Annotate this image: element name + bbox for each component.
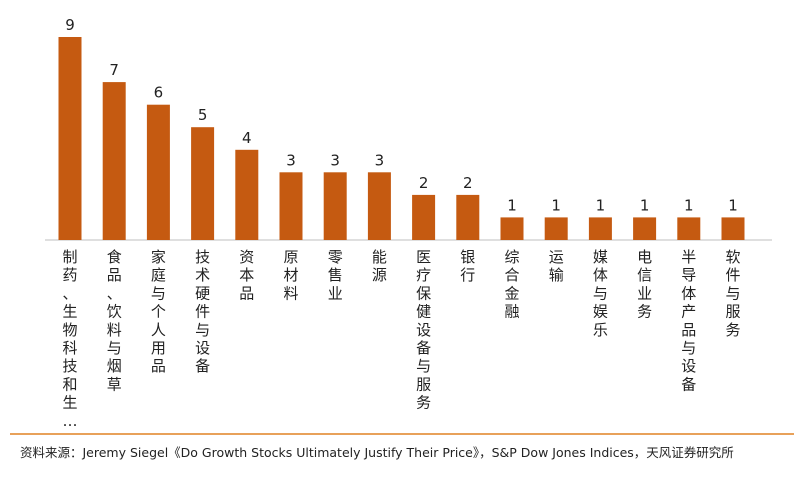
category-label-11: 运输 <box>549 248 564 284</box>
bar-6 <box>323 172 347 240</box>
value-label-15: 1 <box>728 196 738 214</box>
bar-3 <box>191 127 215 240</box>
source-divider <box>10 433 794 435</box>
value-label-12: 1 <box>596 196 606 214</box>
bar-4 <box>235 149 259 240</box>
value-label-11: 1 <box>551 196 561 214</box>
category-label-13: 电信业务 <box>637 248 652 321</box>
bar-11 <box>544 217 568 240</box>
bar-0 <box>58 37 82 240</box>
bar-10 <box>500 217 524 240</box>
category-label-15: 软件与服务 <box>725 248 740 339</box>
category-label-14: 半导体产品与设备 <box>681 248 696 393</box>
value-label-13: 1 <box>640 196 650 214</box>
category-label-1: 食品、饮料与烟草 <box>107 248 122 393</box>
category-label-12: 媒体与娱乐 <box>593 248 608 339</box>
bar-8 <box>412 194 436 240</box>
value-label-8: 2 <box>419 174 429 192</box>
category-label-9: 银行 <box>460 248 475 284</box>
value-label-5: 3 <box>286 151 296 169</box>
bar-1 <box>102 82 126 240</box>
category-label-4: 资本品 <box>239 248 254 302</box>
bar-2 <box>146 104 170 240</box>
value-label-3: 5 <box>198 106 208 124</box>
bar-13 <box>633 217 657 240</box>
category-label-10: 综合金融 <box>504 248 519 321</box>
value-label-6: 3 <box>330 151 340 169</box>
category-label-2: 家庭与个人用品 <box>151 248 166 375</box>
category-label-8: 医疗保健设备与服务 <box>416 248 431 412</box>
value-label-10: 1 <box>507 196 517 214</box>
value-label-2: 6 <box>154 84 164 102</box>
category-label-6: 零售业 <box>328 248 343 302</box>
bar-9 <box>456 194 480 240</box>
category-label-3: 技术硬件与设备 <box>195 248 210 375</box>
value-label-14: 1 <box>684 196 694 214</box>
category-label-5: 原材料 <box>283 248 298 302</box>
value-label-1: 7 <box>109 61 119 79</box>
value-label-0: 9 <box>65 16 75 34</box>
category-label-0: 制药、生物科技和生… <box>62 248 77 430</box>
category-label-7: 能源 <box>372 248 387 284</box>
bar-12 <box>588 217 612 240</box>
value-label-4: 4 <box>242 129 252 147</box>
bar-7 <box>367 172 391 240</box>
bar-5 <box>279 172 303 240</box>
bar-14 <box>677 217 701 240</box>
value-label-7: 3 <box>375 151 385 169</box>
source-note: 资料来源：Jeremy Siegel《Do Growth Stocks Ulti… <box>20 445 734 460</box>
bar-15 <box>721 217 745 240</box>
value-label-9: 2 <box>463 174 473 192</box>
bar-chart: 9 7 6 5 4 3 3 3 2 2 1 1 1 1 1 1 制药、生物科技和生… 食品、饮料与烟草 家庭与个人… <box>45 16 772 430</box>
